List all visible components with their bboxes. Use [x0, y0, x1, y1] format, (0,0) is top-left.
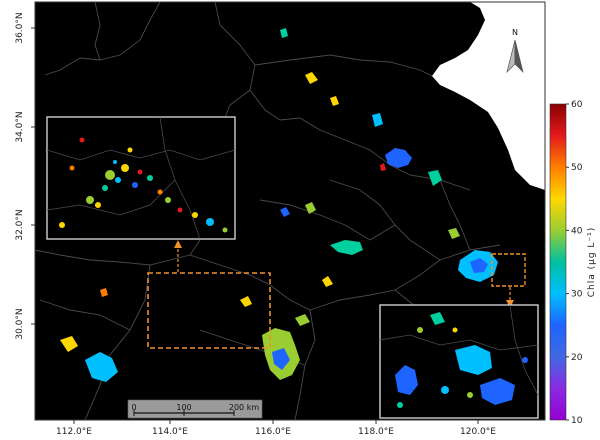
scale-label-200: 200 km — [229, 403, 259, 412]
lake-patch — [280, 28, 288, 38]
scale-label-100: 100 — [176, 403, 191, 412]
lake-patch — [305, 202, 316, 214]
lake-patch — [448, 228, 460, 239]
lake-patch — [330, 240, 363, 255]
lake-patch — [240, 296, 252, 307]
lat-label: 34.0°N — [15, 111, 25, 142]
inset-west — [46, 116, 236, 240]
lon-label: 118.0°E — [358, 427, 394, 437]
lake-patch — [322, 276, 333, 287]
north-arrow-icon — [506, 39, 524, 74]
lon-label: 112.0°E — [56, 427, 92, 437]
lon-label: 114.0°E — [152, 427, 188, 437]
colorbar-tick-label: 30 — [571, 290, 583, 300]
colorbar-tick-label: 60 — [571, 100, 583, 110]
longitude-axis: 112.0°E 114.0°E 116.0°E 118.0°E 120.0°E — [56, 420, 496, 437]
lake-patch — [380, 163, 386, 171]
inset-west-lakes — [59, 137, 228, 233]
lon-label: 116.0°E — [255, 427, 291, 437]
lake-patch — [372, 113, 383, 127]
colorbar: 60 50 40 30 20 10 — [549, 100, 583, 426]
inset-east-lakes — [395, 312, 528, 408]
colorbar-tick-label: 20 — [571, 353, 583, 363]
colorbar-tick-label: 10 — [571, 416, 583, 426]
scale-label-0: 0 — [131, 403, 136, 412]
scale-bar — [127, 399, 263, 419]
lat-label: 36.0°N — [15, 12, 25, 43]
arrow-down-icon — [506, 300, 514, 308]
lake-patch — [330, 96, 339, 106]
inset-connectors — [177, 246, 511, 301]
lake-patch — [428, 170, 442, 186]
lake-patch — [85, 352, 118, 382]
lake-patches — [60, 28, 498, 382]
lake-patch — [385, 148, 412, 168]
colorbar-title: Chla (μg L⁻¹) — [587, 227, 597, 298]
latitude-axis: 36.0°N 34.0°N 32.0°N 30.0°N — [15, 12, 35, 340]
lat-label: 32.0°N — [15, 209, 25, 240]
inset-east — [379, 304, 539, 419]
lake-patch — [295, 314, 310, 326]
arrow-up-icon — [174, 240, 182, 248]
highlight-box-west — [147, 272, 271, 349]
lon-label: 120.0°E — [460, 427, 496, 437]
lake-patch — [60, 336, 78, 352]
lat-label: 30.0°N — [15, 308, 25, 339]
lake-patch — [100, 288, 108, 297]
north-arrow-label: N — [512, 28, 518, 37]
colorbar-tick-label: 40 — [571, 226, 583, 236]
lake-patch — [272, 348, 290, 370]
lake-patch — [305, 72, 318, 84]
lake-patch — [470, 258, 488, 273]
highlight-box-east — [491, 253, 526, 287]
lake-patch — [280, 207, 290, 217]
colorbar-tick-label: 50 — [571, 163, 583, 173]
